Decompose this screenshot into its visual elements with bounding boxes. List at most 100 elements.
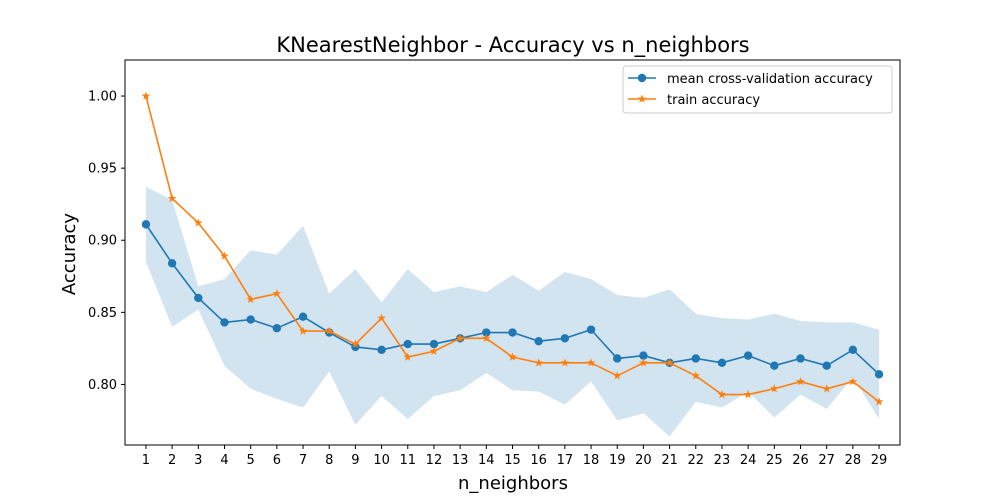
data-point	[586, 358, 596, 367]
x-tick-label: 17	[557, 453, 574, 468]
x-tick-label: 14	[478, 453, 495, 468]
y-axis-label: Accuracy	[59, 213, 80, 296]
data-point	[612, 371, 622, 380]
data-point	[560, 358, 570, 367]
data-point	[429, 346, 439, 355]
data-point	[429, 339, 439, 349]
x-tick-label: 9	[351, 453, 359, 468]
cv-std-band	[145, 186, 880, 437]
x-tick-label: 26	[792, 453, 809, 468]
y-tick-label: 0.80	[88, 378, 117, 393]
data-point	[403, 339, 412, 349]
data-point	[717, 358, 727, 368]
data-point	[717, 389, 727, 399]
x-tick-label: 2	[168, 453, 176, 468]
x-tick-label: 22	[688, 453, 705, 468]
x-tick-label: 23	[714, 453, 731, 468]
x-tick-label: 29	[871, 453, 888, 468]
x-axis: 1 2 3 4 5 6 7 8 9 10 11 12 13 14 15 16 17 18 19 20 21 22 23 24 2…	[142, 445, 888, 468]
data-point	[796, 376, 805, 386]
data-point	[743, 351, 753, 360]
x-tick-label: 15	[504, 453, 521, 468]
series-train	[141, 91, 884, 406]
x-tick-label: 19	[609, 453, 626, 468]
data-point	[141, 91, 151, 100]
data-point	[534, 358, 544, 367]
data-point	[481, 333, 491, 343]
x-tick-label: 24	[740, 453, 757, 468]
x-tick-label: 6	[273, 453, 281, 468]
x-tick-label: 28	[845, 453, 862, 468]
data-point	[822, 361, 831, 370]
data-point	[167, 193, 177, 203]
data-point	[770, 361, 779, 370]
y-tick-label: 0.95	[88, 162, 117, 177]
data-point	[246, 294, 256, 304]
legend-swatch-marker-cv	[637, 73, 647, 83]
data-point	[455, 333, 465, 343]
data-point	[194, 293, 203, 303]
y-axis: 0.80 0.85 0.90 0.95 1.00	[88, 90, 125, 393]
y-tick-label: 0.85	[88, 306, 117, 321]
legend-box	[622, 65, 893, 114]
data-point	[848, 345, 858, 355]
data-point	[377, 345, 386, 355]
x-tick-label: 20	[635, 453, 652, 468]
legend-label-train: train accuracy	[667, 93, 760, 108]
y-tick-label: 1.00	[88, 90, 117, 105]
x-tick-label: 13	[452, 453, 469, 468]
data-point	[874, 397, 884, 406]
data-point	[324, 326, 334, 335]
x-tick-label: 4	[220, 453, 228, 468]
data-point	[508, 352, 517, 361]
x-tick-label: 10	[373, 453, 390, 468]
data-point	[743, 389, 753, 399]
data-point	[534, 336, 543, 346]
cv-std-band-area	[145, 186, 880, 437]
x-tick-label: 12	[426, 453, 443, 468]
x-tick-label: 8	[325, 453, 333, 468]
x-tick-label: 7	[299, 453, 307, 468]
data-point	[351, 339, 360, 348]
data-point	[613, 354, 622, 363]
data-point	[769, 384, 779, 393]
data-point	[351, 342, 360, 352]
x-tick-label: 16	[530, 453, 547, 468]
series-cv	[141, 220, 884, 379]
x-tick-label: 3	[194, 453, 202, 468]
data-point	[272, 324, 282, 333]
data-point	[639, 358, 648, 367]
data-point	[298, 312, 308, 321]
data-point	[560, 334, 570, 343]
y-tick-label: 0.90	[88, 234, 117, 249]
x-tick-label: 18	[583, 453, 600, 468]
data-point	[691, 354, 700, 363]
x-tick-label: 1	[142, 453, 150, 468]
data-point	[246, 315, 255, 324]
data-point	[482, 328, 491, 337]
chart-title: KNearestNeighbor - Accuracy vs n_neighbo…	[276, 33, 749, 58]
x-tick-label: 21	[661, 453, 678, 468]
data-point	[403, 352, 413, 361]
data-point	[141, 220, 151, 229]
x-tick-label: 25	[766, 453, 783, 468]
data-point	[298, 326, 308, 335]
data-point	[665, 358, 674, 367]
data-point	[508, 328, 517, 337]
legend: mean cross-validation accuracy train acc…	[622, 65, 893, 114]
data-point	[220, 251, 229, 260]
data-point	[220, 318, 229, 327]
data-point	[167, 259, 177, 268]
x-axis-label: n_neighbors	[458, 473, 568, 494]
x-tick-label: 5	[247, 453, 255, 468]
series-layer	[141, 91, 884, 406]
data-point	[586, 325, 596, 334]
data-point	[874, 370, 884, 379]
data-point	[796, 354, 805, 363]
x-tick-label: 11	[399, 453, 416, 468]
x-tick-label: 27	[818, 453, 835, 468]
legend-label-cv: mean cross-validation accuracy	[667, 72, 873, 87]
data-point	[822, 384, 832, 393]
data-point	[193, 218, 203, 227]
